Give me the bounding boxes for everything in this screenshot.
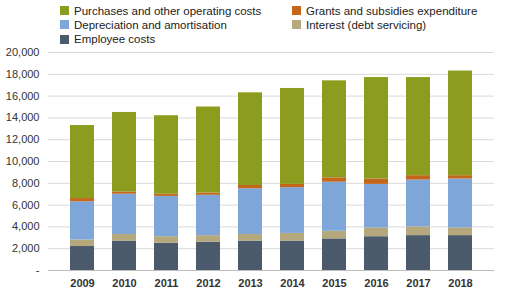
svg-text:20,000: 20,000 (6, 46, 40, 58)
svg-text:10,000: 10,000 (6, 155, 40, 167)
svg-text:2011: 2011 (155, 277, 179, 289)
svg-text:2012: 2012 (196, 277, 220, 289)
svg-text:14,000: 14,000 (6, 111, 40, 123)
svg-text:2015: 2015 (322, 277, 346, 289)
svg-text:2,000: 2,000 (12, 242, 40, 254)
svg-text:2009: 2009 (70, 277, 94, 289)
svg-text:16,000: 16,000 (6, 90, 40, 102)
svg-text:8,000: 8,000 (12, 177, 40, 189)
html-text:Depreciation and amortisation: Depreciation and amortisation (74, 18, 227, 31)
html-text:Interest (debt servicing): Interest (debt servicing) (306, 18, 427, 31)
svg-text:-: - (36, 264, 40, 276)
svg-text:2014: 2014 (280, 277, 305, 289)
html-text:Employee costs: Employee costs (74, 33, 156, 46)
svg-text:12,000: 12,000 (6, 133, 40, 145)
svg-text:2013: 2013 (238, 277, 262, 289)
html-text:Grants and subsidies expenditu: Grants and subsidies expenditure (306, 4, 478, 17)
svg-text:18,000: 18,000 (6, 68, 40, 80)
svg-text:2018: 2018 (448, 277, 472, 289)
svg-text:2017: 2017 (406, 277, 430, 289)
svg-text:4,000: 4,000 (12, 220, 40, 232)
svg-text:2016: 2016 (364, 277, 388, 289)
svg-text:2010: 2010 (112, 277, 136, 289)
html-text:Purchases and other operating: Purchases and other operating costs (74, 4, 262, 17)
svg-text:6,000: 6,000 (12, 199, 40, 211)
